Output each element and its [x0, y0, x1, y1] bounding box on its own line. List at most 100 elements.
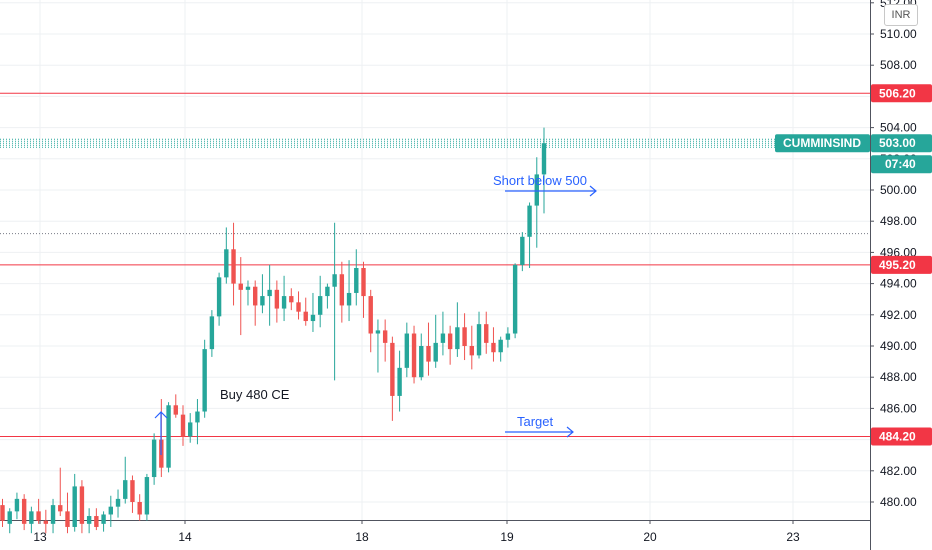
- candle-body: [166, 405, 171, 468]
- price-tick-label: 488.00: [880, 370, 917, 384]
- level-price-tag-bg: [871, 84, 932, 103]
- time-axis[interactable]: 13 14 18 19 20 23: [33, 520, 800, 544]
- candle-body: [520, 236, 525, 265]
- candle-body: [58, 505, 63, 512]
- candle-body: [245, 286, 251, 290]
- candle-body: [202, 349, 207, 412]
- candle-body: [527, 205, 532, 237]
- candle-body: [332, 274, 337, 287]
- right-arrow-head-icon: [566, 426, 574, 438]
- price-tick-label: 504.00: [880, 121, 917, 135]
- candle-body: [50, 505, 56, 524]
- symbol-tag-bg: [775, 134, 870, 153]
- currency-badge[interactable]: INR: [884, 4, 918, 26]
- countdown-tag-bg: [871, 155, 932, 174]
- candle-body: [462, 327, 467, 346]
- level-price-tag: 484.20: [879, 429, 916, 443]
- candle-body: [209, 316, 215, 350]
- time-tick-label: 20: [643, 530, 657, 544]
- candle-body: [346, 292, 352, 306]
- candle-body: [339, 274, 345, 306]
- annotation-buy: Buy 480 CE: [220, 387, 290, 402]
- candle-body: [21, 498, 27, 524]
- candle-body: [390, 342, 395, 396]
- right-arrow-head-icon: [589, 185, 597, 197]
- time-tick-label: 23: [786, 530, 800, 544]
- candle-body: [404, 333, 410, 368]
- candle-body: [447, 333, 453, 350]
- price-tick-label: 486.00: [880, 401, 917, 415]
- annotations: Buy 480 CE Short below 500 Target: [154, 173, 597, 455]
- candle-body: [296, 302, 301, 312]
- chart-grid: [0, 0, 871, 550]
- horizontal-levels: [0, 92, 870, 437]
- candle-body: [426, 346, 431, 362]
- candle-body: [0, 505, 5, 521]
- candle-body: [14, 498, 20, 512]
- candle-body: [498, 339, 503, 353]
- price-tick-label: 500.00: [880, 183, 917, 197]
- candle-body: [289, 296, 294, 303]
- candle-body: [238, 283, 243, 290]
- up-arrow-head-icon: [154, 411, 168, 419]
- candle-body: [79, 486, 85, 524]
- candles-series: [0, 127, 547, 534]
- level-price-tag: 506.20: [879, 86, 916, 100]
- candle-body: [541, 143, 547, 175]
- candle-body: [433, 342, 438, 362]
- candle-body: [188, 422, 193, 437]
- candle-body: [419, 346, 424, 378]
- time-tick-label: 18: [355, 530, 369, 544]
- candle-body: [411, 333, 417, 378]
- candle-body: [43, 520, 49, 524]
- price-tick-label: 494.00: [880, 277, 917, 291]
- candle-body: [317, 296, 323, 315]
- time-tick-label: 13: [33, 530, 47, 544]
- price-tick-label: 480.00: [880, 495, 917, 509]
- price-tick-label: 482.00: [880, 464, 917, 478]
- candle-body: [65, 511, 70, 527]
- candle-body: [72, 486, 77, 527]
- candle-body: [144, 477, 150, 515]
- level-price-tag-bg: [871, 427, 932, 446]
- candle-body: [368, 296, 373, 334]
- candle-body: [274, 289, 280, 309]
- candle-body: [94, 516, 99, 527]
- candle-body: [397, 367, 402, 396]
- time-tick-label: 14: [178, 530, 192, 544]
- candle-body: [86, 516, 92, 524]
- candle-body: [484, 324, 489, 343]
- candle-body: [375, 330, 381, 334]
- candle-body: [476, 324, 482, 356]
- price-tick-label: 490.00: [880, 339, 917, 353]
- candle-body: [534, 174, 539, 206]
- symbol-tag: CUMMINSIND: [783, 136, 861, 150]
- price-tick-label: 510.00: [880, 27, 917, 41]
- candle-body: [469, 346, 474, 356]
- last-price-tag-bg: [871, 134, 932, 153]
- candle-body: [195, 411, 200, 423]
- candle-body: [101, 514, 106, 524]
- candle-body: [303, 311, 308, 322]
- candle-body: [267, 289, 272, 297]
- candle-body: [108, 506, 113, 515]
- candle-body: [224, 249, 229, 278]
- candle-body: [505, 333, 511, 340]
- last-price-tag: 503.00: [879, 136, 916, 150]
- annotation-target: Target: [517, 414, 554, 429]
- candle-body: [137, 502, 142, 515]
- candle-body: [29, 511, 34, 524]
- candle-body: [260, 296, 265, 306]
- price-tick-label: 508.00: [880, 58, 917, 72]
- candle-body: [151, 439, 157, 478]
- candle-body: [231, 249, 236, 284]
- candle-body: [115, 498, 121, 507]
- candle-body: [382, 330, 388, 343]
- candle-body: [491, 342, 496, 353]
- candle-body: [354, 268, 359, 293]
- candle-body: [325, 286, 330, 297]
- candle-body: [361, 268, 366, 297]
- candle-body: [310, 314, 316, 322]
- candle-body: [281, 296, 287, 309]
